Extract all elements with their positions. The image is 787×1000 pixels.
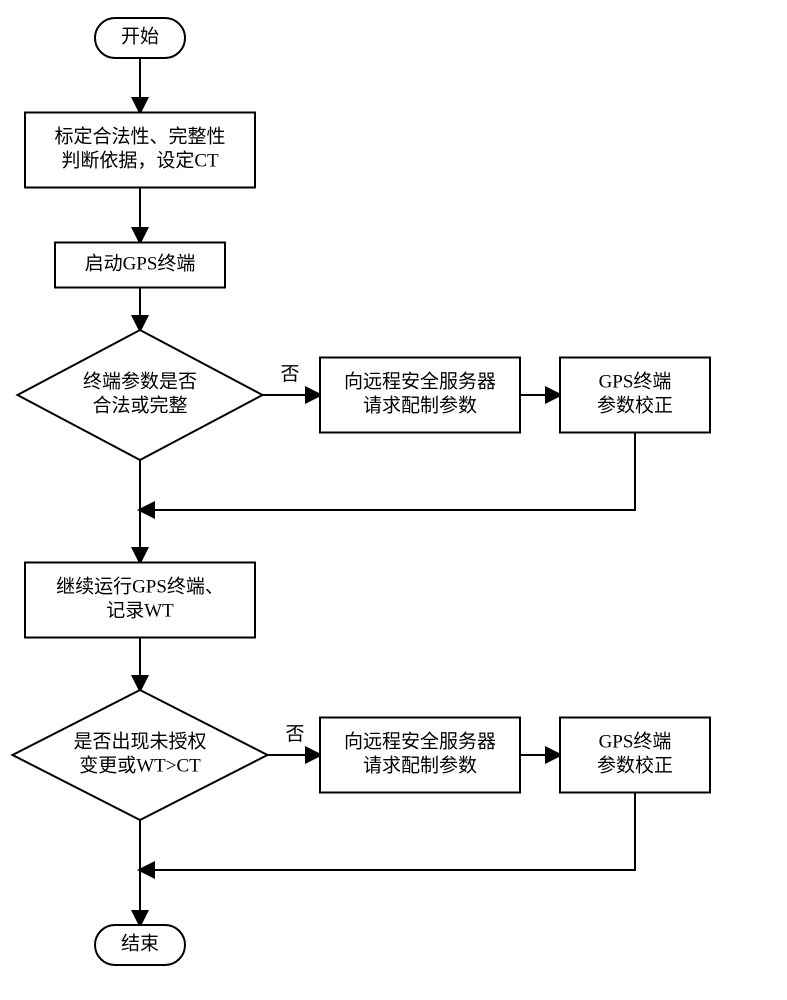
edge-label-no1: 否 xyxy=(280,364,299,385)
node-end: 结束 xyxy=(95,925,185,965)
node-d2-text-1: 变更或WT>CT xyxy=(79,754,201,776)
node-n1-text-1: 判断依据，设定CT xyxy=(61,149,219,171)
node-d1-text-0: 终端参数是否 xyxy=(83,370,197,392)
edge-5 xyxy=(140,433,635,510)
node-n3a-text-1: 请求配制参数 xyxy=(363,394,477,416)
node-d2-text-0: 是否出现未授权 xyxy=(73,730,206,752)
node-n5b: GPS终端参数校正 xyxy=(560,718,710,793)
node-n1: 标定合法性、完整性判断依据，设定CT xyxy=(25,113,255,188)
node-n3b-text-1: 参数校正 xyxy=(597,394,673,416)
node-n2-text-0: 启动GPS终端 xyxy=(85,252,196,274)
node-end-text-0: 结束 xyxy=(121,932,159,954)
node-n3b: GPS终端参数校正 xyxy=(560,358,710,433)
node-n4: 继续运行GPS终端、记录WT xyxy=(25,563,255,638)
node-n5a-text-1: 请求配制参数 xyxy=(363,754,477,776)
node-n1-text-0: 标定合法性、完整性 xyxy=(54,125,225,147)
edge-11 xyxy=(140,793,635,870)
node-n5b-text-0: GPS终端 xyxy=(599,730,672,752)
node-n3a: 向远程安全服务器请求配制参数 xyxy=(320,358,520,433)
node-n2: 启动GPS终端 xyxy=(55,243,225,288)
node-d1: 终端参数是否合法或完整 xyxy=(18,330,263,460)
node-n5a-text-0: 向远程安全服务器 xyxy=(344,730,496,752)
node-n4-text-1: 记录WT xyxy=(106,599,174,621)
node-d2: 是否出现未授权变更或WT>CT xyxy=(13,690,268,820)
node-n4-text-0: 继续运行GPS终端、 xyxy=(56,575,224,597)
node-n5a: 向远程安全服务器请求配制参数 xyxy=(320,718,520,793)
edge-label-no2: 否 xyxy=(285,724,304,745)
node-n3b-text-0: GPS终端 xyxy=(599,370,672,392)
flowchart-canvas: 开始标定合法性、完整性判断依据，设定CT启动GPS终端终端参数是否合法或完整向远… xyxy=(0,0,787,1000)
node-n3a-text-0: 向远程安全服务器 xyxy=(344,370,496,392)
nodes-group: 开始标定合法性、完整性判断依据，设定CT启动GPS终端终端参数是否合法或完整向远… xyxy=(13,18,711,965)
node-start: 开始 xyxy=(95,18,185,58)
node-n5b-text-1: 参数校正 xyxy=(597,754,673,776)
node-d1-text-1: 合法或完整 xyxy=(92,394,187,416)
node-start-text-0: 开始 xyxy=(121,25,159,47)
